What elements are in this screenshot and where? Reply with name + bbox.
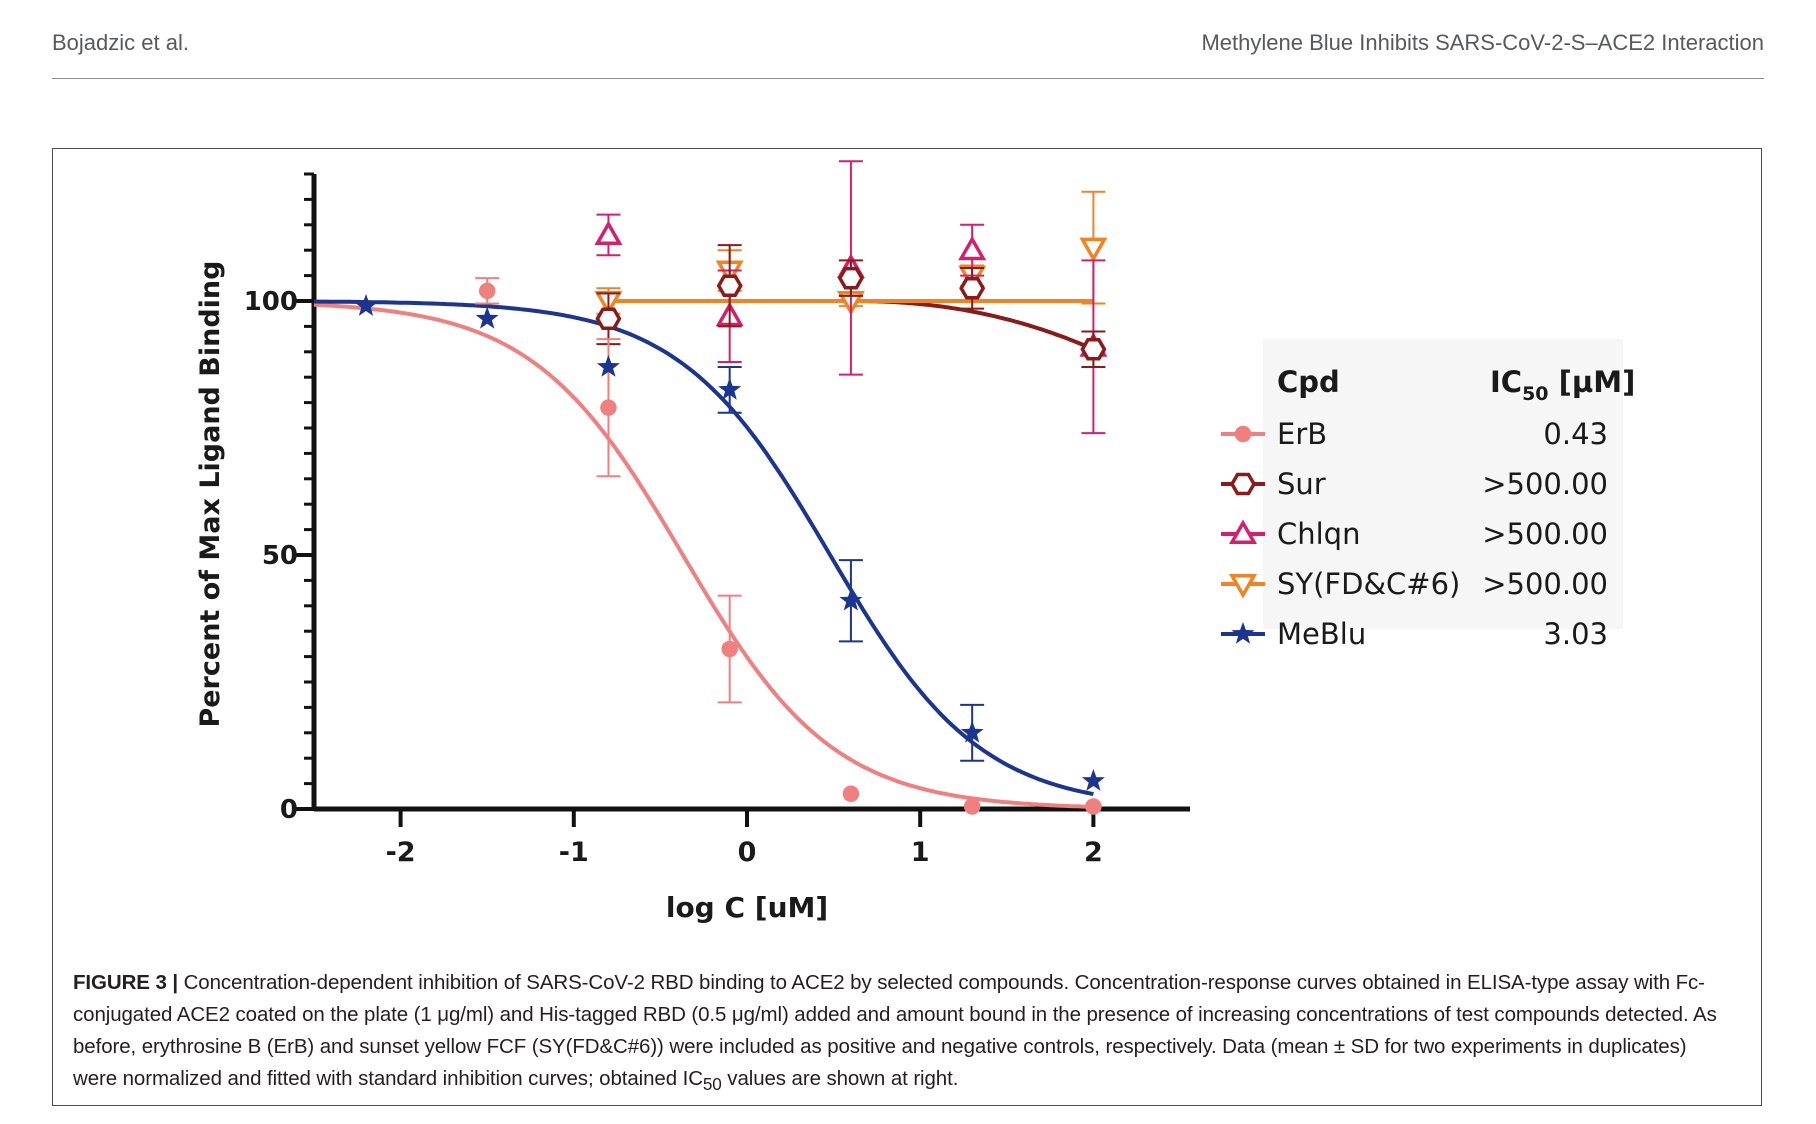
caption-subscript: 50 [702,1075,722,1095]
y-tick-label: 100 [244,287,298,317]
legend-ic50-sur: >500.00 [1482,467,1608,501]
legend-ic50-meblu: 3.03 [1543,617,1608,651]
legend-ic50-erb: 0.43 [1543,417,1608,451]
caption-tail: values are shown at right. [721,1067,959,1090]
sur-data-point [716,274,743,298]
legend-background [1263,339,1623,629]
erb-fit-curve [313,302,1094,809]
erb-data-point [963,798,981,815]
erb-data-point [842,785,860,803]
sur-data-point [595,307,622,331]
x-tick-label: 2 [1084,837,1103,868]
meblu-data-point [960,720,984,743]
dose-response-chart: 0 50 100 -2 -1 0 1 2 log C [uM] Percent of Max Li… [195,160,1635,924]
x-tick-label: 1 [911,837,930,868]
caption-label: FIGURE 3 | [73,971,178,994]
legend-label-sur: Sur [1277,467,1326,501]
y-tick-label: 50 [262,541,298,571]
sy-fd-c-6-data-point [1079,237,1108,263]
caption-text: Concentration-dependent inhibition of SA… [73,971,1717,1090]
chlqn-data-point [594,220,623,245]
sur-data-point [1080,337,1107,361]
legend-ic50-chlqn: >500.00 [1482,517,1608,551]
sur-data-point [959,277,986,300]
legend-label-sy-fd-c-6: SY(FD&C#6) [1277,567,1460,601]
meblu-data-point [1081,769,1105,791]
legend-marker-sur [1229,472,1257,496]
running-head-title: Methylene Blue Inhibits SARS-CoV-2-S–ACE… [1201,30,1764,55]
erb-data-point [478,282,496,300]
running-head-authors: Bojadzic et al. [52,30,189,55]
x-tick-label: -1 [559,837,589,868]
legend-label-chlqn: Chlqn [1277,517,1360,551]
legend-marker-chlqn [1228,519,1258,544]
sur-data-point [837,266,864,290]
erb-data-point [1085,798,1102,815]
x-tick-label: -2 [386,837,416,868]
meblu-data-point [475,306,499,329]
meblu-fit-curve [313,299,1094,797]
meblu-data-point [718,377,742,400]
meblu-data-point [596,354,620,377]
figure-3: 0 50 100 -2 -1 0 1 2 log C [uM] Percent of Max Li… [52,148,1762,1106]
legend-marker-sy-fd-c-6 [1228,574,1258,599]
meblu-data-point [839,588,863,611]
legend-marker-meblu [1231,621,1255,644]
legend-header-ic50: IC50 [µM] [1490,365,1635,405]
legend-marker-erb [1234,425,1252,443]
figure-caption: FIGURE 3 | Concentration-dependent inhib… [73,967,1733,1101]
x-axis-label: log C [uM] [666,891,828,924]
meblu-data-point [354,294,378,316]
erb-data-point [600,399,617,416]
legend-header-cpd: Cpd [1277,365,1340,399]
y-axis-label: Percent of Max Ligand Binding [195,261,226,728]
erb-data-point [721,640,738,658]
chlqn-data-point [958,235,987,261]
y-tick-label: 0 [280,795,298,825]
legend-label-erb: ErB [1277,417,1327,451]
legend-ic50-sy-fd-c-6: >500.00 [1482,567,1608,601]
header-rule [52,78,1764,79]
x-tick-label: 0 [738,837,757,868]
legend-label-meblu: MeBlu [1277,617,1366,651]
